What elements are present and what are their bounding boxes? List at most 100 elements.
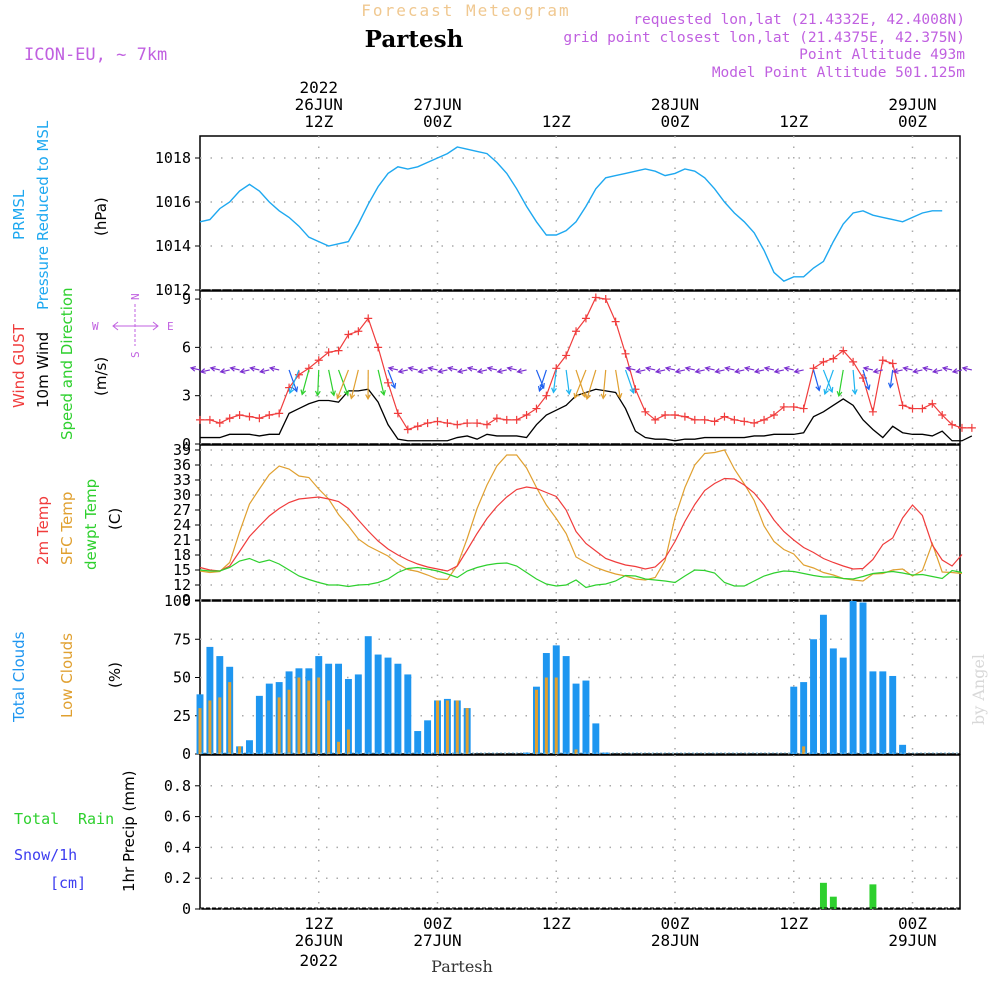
wind-arrow <box>220 369 230 373</box>
bottom-time-label: 2022 <box>299 951 338 970</box>
wind-arrow <box>574 369 587 399</box>
gust-marker <box>581 314 590 323</box>
total-cloud-bar <box>899 744 907 754</box>
total-cloud-bar <box>374 654 382 754</box>
wind-arrow <box>889 369 894 388</box>
dewpt-line <box>199 557 963 589</box>
gust-marker <box>364 314 373 323</box>
precip-labels: Total Rain Snow/1h [cm] 1hr Precip (mm) <box>14 771 138 892</box>
wind-arrow <box>240 369 250 373</box>
gust-marker <box>769 411 778 420</box>
wind-arrow <box>535 369 545 389</box>
wind-arrow <box>418 369 428 373</box>
y-tick-label: 9 <box>182 290 191 308</box>
gust-marker <box>215 419 224 428</box>
gust-marker <box>205 415 214 424</box>
total-cloud-bar <box>849 601 857 754</box>
wind-arrow-head <box>931 368 939 374</box>
wind-arrow-head <box>743 365 751 372</box>
low-cloud-bar <box>436 700 439 754</box>
low-cloud-bar <box>297 677 301 754</box>
low-cloud-bar <box>574 749 578 754</box>
wind-arrow <box>210 367 220 371</box>
wind-arrow-head <box>397 368 404 374</box>
gust-marker <box>661 411 670 420</box>
wind-arrow <box>317 369 320 396</box>
wind-arrow-head <box>961 365 968 372</box>
wind-arrow <box>377 369 385 396</box>
wind-arrow-head <box>314 390 321 397</box>
wind-arrow-head <box>887 382 894 389</box>
wind-arrow <box>552 369 557 393</box>
cloud-unit: (%) <box>106 662 124 688</box>
low-cloud-bar <box>337 741 341 754</box>
pressure-unit: (hPa) <box>92 197 110 236</box>
gust-marker <box>740 417 749 426</box>
top-time-label: 2022 <box>299 78 338 97</box>
top-time-label: 28JUN <box>651 95 699 114</box>
wind-arrow-head <box>387 365 394 372</box>
wind-arrow <box>586 369 597 400</box>
wind-arrow <box>913 369 923 373</box>
y-tick-label: 33 <box>173 471 191 489</box>
total-cloud-bar <box>889 675 897 754</box>
gust-marker <box>374 343 383 352</box>
wind-arrow-head <box>343 389 350 397</box>
gust-marker <box>928 399 937 408</box>
gust-marker <box>799 404 808 413</box>
wind-arrow <box>602 369 607 399</box>
wind-arrow-head <box>629 387 635 395</box>
bottom-time-label: 12Z <box>304 914 333 933</box>
gust-marker <box>621 349 630 358</box>
wind-arrow-head <box>941 365 949 372</box>
total-cloud-bar <box>810 639 818 754</box>
wind-arrow <box>467 367 478 371</box>
wind-arrow-head <box>902 365 909 372</box>
total-cloud-bar <box>354 674 362 754</box>
wind-arrow <box>438 369 448 373</box>
y-tick-label: 21 <box>173 531 191 549</box>
low-cloud-bar <box>208 700 212 754</box>
gust-marker <box>403 425 412 434</box>
y-tick-label: 0 <box>182 900 191 918</box>
bottom-time-label: 28JUN <box>651 931 699 950</box>
bottom-time-label: 00Z <box>423 914 452 933</box>
wind-arrow-head <box>674 368 681 374</box>
wind-arrow <box>873 369 883 373</box>
wind-arrow <box>388 367 399 371</box>
wind-arrow <box>812 369 820 391</box>
gust-marker <box>235 411 244 420</box>
gust-marker <box>294 370 303 379</box>
gust-marker <box>492 414 501 423</box>
wind-arrow <box>626 367 636 371</box>
gust-marker <box>898 401 907 410</box>
wind-arrow <box>497 369 507 373</box>
gust-marker <box>760 415 769 424</box>
gust-marker <box>750 419 759 428</box>
gust-marker <box>611 317 620 326</box>
low-cloud-bar <box>287 689 291 754</box>
bottom-time-label: 12Z <box>542 914 571 933</box>
rain-bar <box>829 896 837 909</box>
model-altitude: Model Point Altitude 501.125m <box>712 65 965 81</box>
top-time-label: 12Z <box>304 112 333 131</box>
wind-arrow <box>863 367 874 371</box>
wind-arrow <box>952 369 963 373</box>
wind-arrow <box>824 369 834 395</box>
model-label: ICON-EU, ~ 7km <box>24 45 167 65</box>
cloud-labels: Total Clouds Low Clouds (%) <box>10 631 124 723</box>
gust-marker <box>789 402 798 411</box>
wind-arrow <box>754 369 765 373</box>
wind-arrow-head <box>249 365 256 372</box>
wind-arrow-head <box>704 365 711 372</box>
temp-label-sfc: SFC Temp <box>58 492 76 565</box>
gust-marker <box>354 327 363 336</box>
y-tick-label: 1016 <box>155 193 191 211</box>
gust-marker <box>275 409 284 418</box>
wind-arrow-head <box>864 384 871 391</box>
wind-arrow-head <box>447 365 454 372</box>
cloud-label-total: Total Clouds <box>10 631 28 723</box>
precip-unit: 1hr Precip (mm) <box>120 771 138 892</box>
gust-marker <box>334 346 343 355</box>
gust-marker <box>779 402 788 411</box>
